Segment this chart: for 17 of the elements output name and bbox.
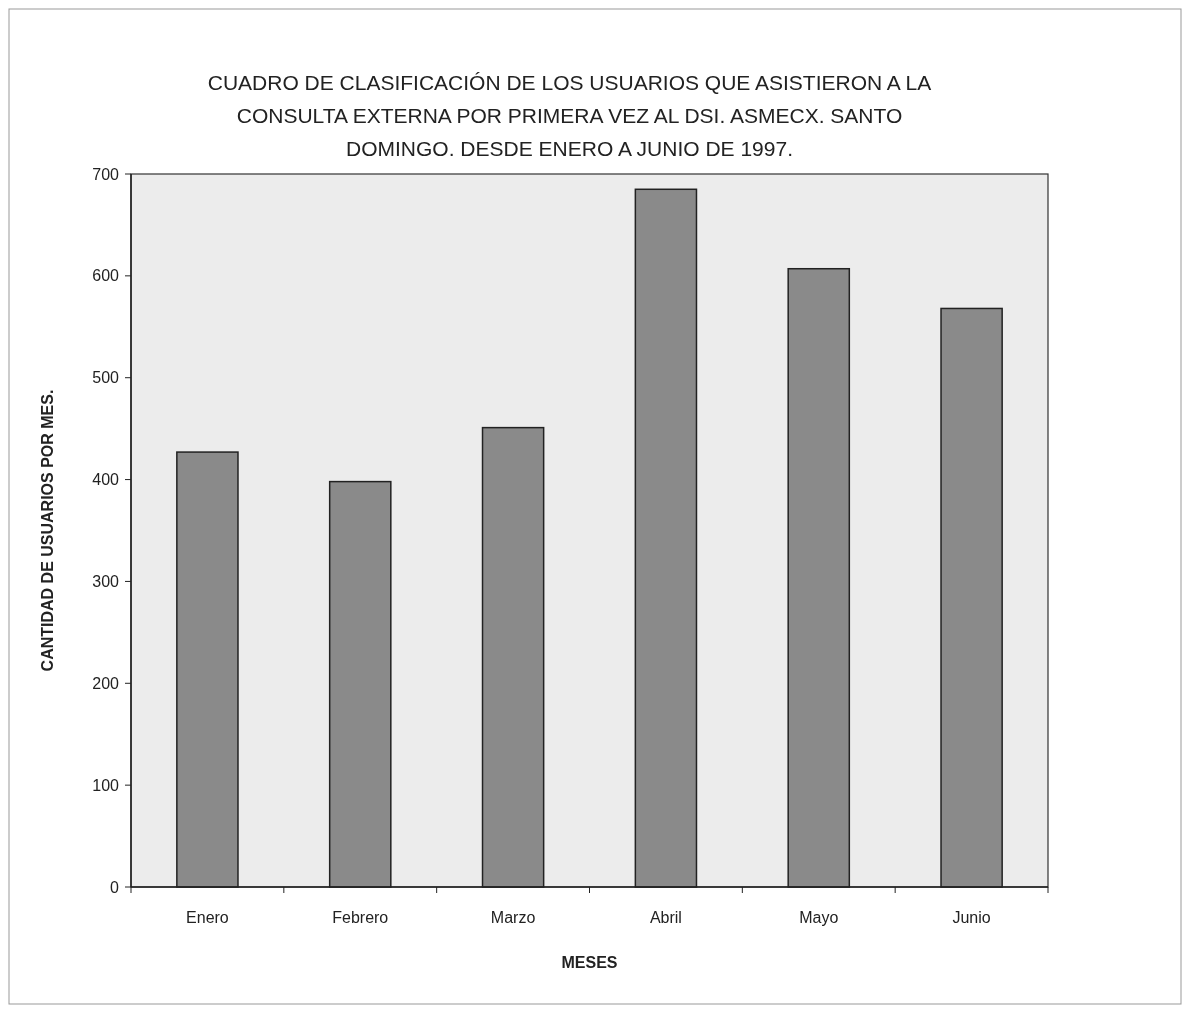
x-tick-label: Marzo bbox=[490, 909, 536, 926]
chart-title: CUADRO DE CLASIFICACIÓN DE LOS USUARIOS QUE ASISTIERON A LA CONSULTA EXTERNA POR PRIMERA VEZ AL DSI. ASMECX. SANTO DOMINGO. DESDE ENERO A JUNIO DE 1997. bbox=[207, 71, 932, 160]
y-tick-label: 500 bbox=[92, 369, 120, 387]
y-axis-title: CANTIDAD DE USUARIOS POR MES. bbox=[39, 389, 56, 672]
y-tick-label: 700 bbox=[92, 165, 120, 183]
x-tick-label: Enero bbox=[186, 909, 229, 926]
x-tick-label: Febrero bbox=[332, 909, 389, 926]
y-tick-label: 600 bbox=[92, 267, 120, 285]
x-tick-label: Abril bbox=[649, 909, 682, 926]
y-tick-label: 300 bbox=[92, 573, 120, 591]
y-tick-label: 200 bbox=[92, 674, 120, 692]
x-tick-label: Mayo bbox=[799, 909, 839, 926]
y-tick-label: 400 bbox=[92, 471, 120, 489]
y-tick-label: 0 bbox=[110, 878, 120, 896]
x-tick-label: Junio bbox=[952, 909, 991, 926]
y-tick-label: 100 bbox=[92, 776, 120, 794]
x-axis-title: MESES bbox=[561, 954, 618, 971]
